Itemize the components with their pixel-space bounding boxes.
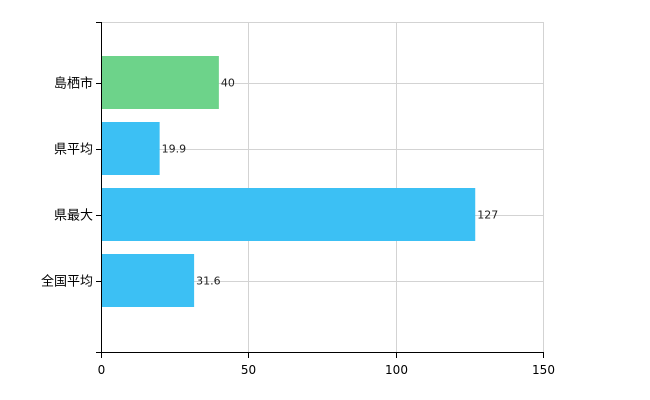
category-label-1: 島栖市: [54, 76, 93, 92]
data-label-4: 31.6: [196, 275, 221, 288]
x-tick-label-0: 0: [98, 363, 106, 377]
category-label-3: 県最大: [54, 209, 93, 224]
x-tick-label-2: 100: [385, 363, 408, 377]
data-label-3: 127: [477, 209, 498, 222]
x-tick-label-3: 150: [532, 363, 555, 377]
axes: [96, 22, 544, 358]
category-label-4: 全国平均: [41, 274, 93, 290]
x-tick-label-1: 50: [241, 363, 256, 377]
data-label-1: 40: [221, 77, 235, 90]
bar-2: [102, 122, 160, 175]
bars: [102, 56, 476, 307]
bar-1: [102, 56, 219, 109]
bar-3: [102, 188, 476, 241]
category-label-2: 県平均: [54, 143, 93, 158]
data-label-2: 19.9: [162, 143, 187, 156]
bar-4: [102, 254, 195, 307]
